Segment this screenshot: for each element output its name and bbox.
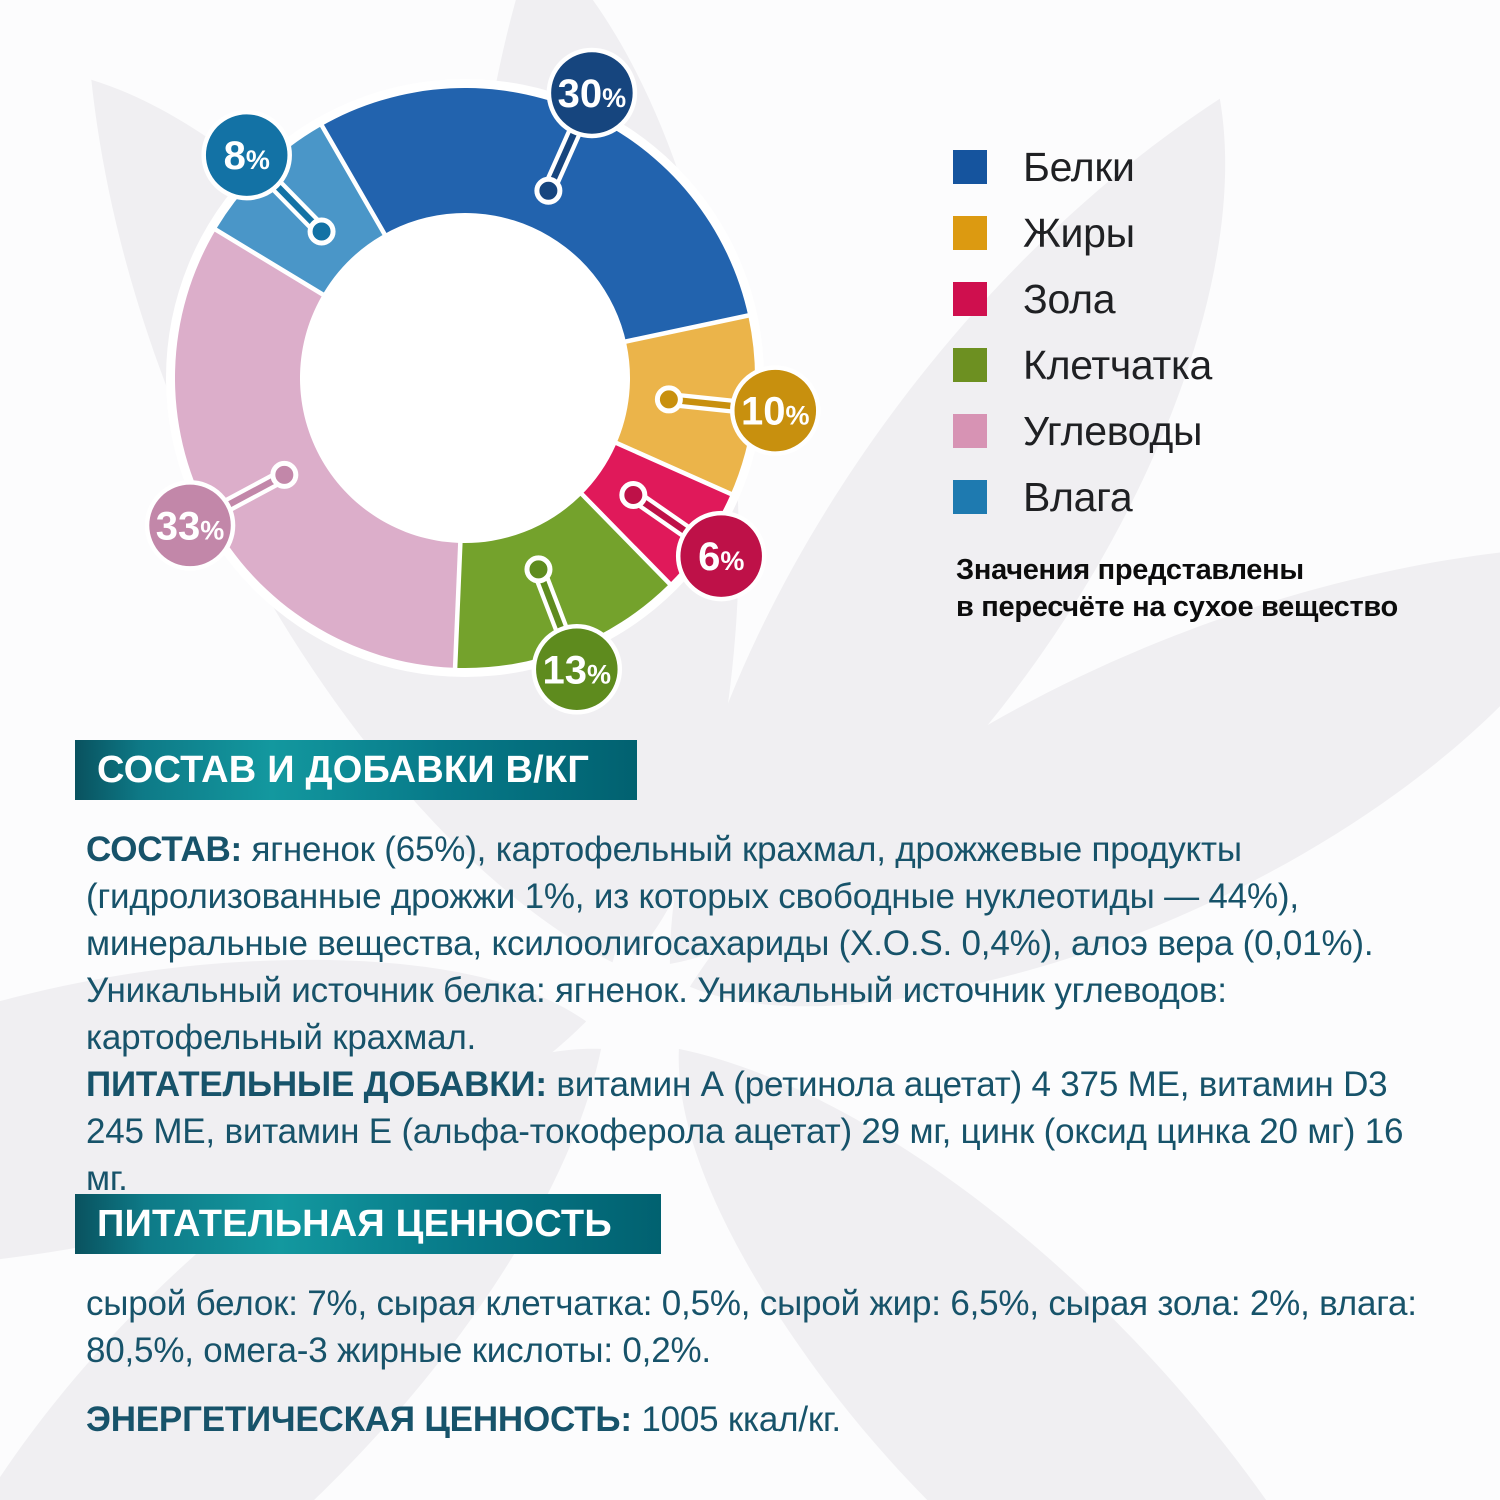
section-header-composition-label: СОСТАВ И ДОБАВКИ В/КГ: [97, 748, 590, 791]
legend-note: Значения представлены в пересчёте на сух…: [956, 552, 1398, 626]
legend-item: Влага: [953, 474, 1212, 520]
legend-item: Белки: [953, 144, 1212, 190]
text-run: сырой белок: 7%, сырая клетчатка: 0,5%, …: [86, 1284, 1417, 1370]
legend-swatch-icon: [953, 150, 987, 184]
donut-segment-Углеводы: [170, 223, 463, 673]
text-run: 1005 ккал/кг.: [641, 1400, 841, 1439]
legend-swatch-icon: [953, 414, 987, 448]
bubble-value-label: 6%: [698, 535, 744, 579]
legend-swatch-icon: [953, 216, 987, 250]
text-run-bold: СОСТАВ:: [86, 830, 252, 869]
leader-dot: [524, 555, 553, 584]
bubble-value-label: 10%: [741, 390, 810, 434]
leader-dot: [270, 460, 299, 489]
legend-swatch-icon: [953, 480, 987, 514]
legend-item: Углеводы: [953, 408, 1212, 454]
donut-chart: 30% 10% 6% 13% 33% 8%: [144, 47, 821, 715]
legend-swatch-icon: [953, 282, 987, 316]
bubble-value-label: 30%: [558, 72, 627, 116]
paragraph: ПИТАТЕЛЬНЫЕ ДОБАВКИ: витамин А (ретинола…: [86, 1061, 1436, 1202]
energy-value-text: ЭНЕРГЕТИЧЕСКАЯ ЦЕННОСТЬ: 1005 ккал/кг.: [86, 1396, 1436, 1443]
legend-label: Углеводы: [1023, 407, 1203, 454]
legend-item: Клетчатка: [953, 342, 1212, 388]
text-run: витамин А (ретинола ацетат) 4 375 МЕ, ви…: [86, 1065, 1404, 1198]
bubble-value-label: 13%: [543, 648, 612, 692]
value-bubble-Жиры: [730, 365, 821, 456]
nutrition-analysis-text: сырой белок: 7%, сырая клетчатка: 0,5%, …: [86, 1280, 1436, 1374]
composition-text: СОСТАВ: ягненок (65%), картофельный крах…: [86, 826, 1436, 1202]
value-bubble-Белки: [546, 47, 638, 139]
legend-item: Зола: [953, 276, 1212, 322]
paragraph: СОСТАВ: ягненок (65%), картофельный крах…: [86, 826, 1436, 1061]
leader-dot: [534, 176, 563, 205]
donut-segment-Белки: [315, 83, 754, 349]
value-bubble-Влага: [201, 109, 292, 201]
section-header-composition: СОСТАВ И ДОБАВКИ В/КГ: [75, 740, 637, 800]
text-run-bold: ЭНЕРГЕТИЧЕСКАЯ ЦЕННОСТЬ:: [86, 1400, 642, 1439]
legend-label: Белки: [1023, 143, 1135, 190]
legend-note-line1: Значения представлены: [956, 554, 1304, 586]
bubble-value-label: 33%: [156, 504, 225, 548]
legend-label: Клетчатка: [1023, 341, 1213, 388]
text-run: ягненок (65%), картофельный крахмал, дро…: [86, 830, 1374, 1057]
legend-label: Зола: [1023, 275, 1116, 322]
section-header-nutrition: ПИТАТЕЛЬНАЯ ЦЕННОСТЬ: [75, 1194, 661, 1254]
value-bubble-Углеводы: [144, 480, 236, 571]
legend-label: Влага: [1023, 473, 1133, 520]
legend-swatch-icon: [953, 348, 987, 382]
value-bubble-Клетчатка: [531, 624, 623, 715]
leader-dot: [654, 385, 683, 414]
chart-legend: Белки Жиры Зола Клетчатка Углеводы Влага: [953, 144, 1212, 546]
paragraph: сырой белок: 7%, сырая клетчатка: 0,5%, …: [86, 1280, 1436, 1374]
bubble-value-label: 8%: [224, 134, 270, 178]
leader-dot: [619, 480, 648, 509]
legend-item: Жиры: [953, 210, 1212, 256]
section-header-nutrition-label: ПИТАТЕЛЬНАЯ ЦЕННОСТЬ: [97, 1202, 612, 1245]
legend-note-line2: в пересчёте на сухое вещество: [956, 591, 1398, 623]
leader-dot: [307, 217, 336, 246]
value-bubble-Зола: [675, 510, 767, 602]
text-run-bold: ПИТАТЕЛЬНЫЕ ДОБАВКИ:: [86, 1065, 557, 1104]
legend-label: Жиры: [1023, 209, 1135, 256]
